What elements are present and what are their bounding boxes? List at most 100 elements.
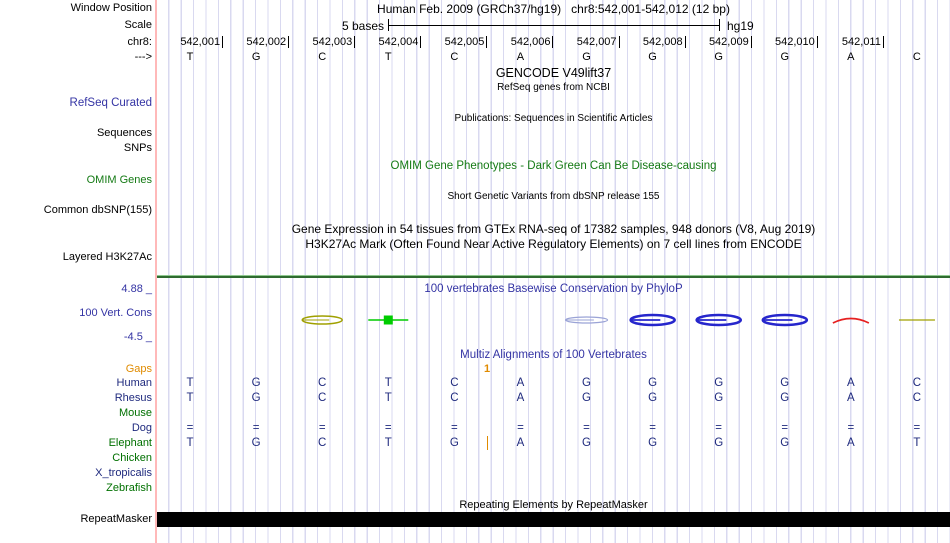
ruler-tick-mark [816, 36, 818, 48]
base-cell: G [780, 377, 790, 389]
repeatmasker-track-title[interactable]: Repeating Elements by RepeatMasker [459, 499, 648, 511]
ruler-tick-mark [420, 36, 422, 48]
base-cell: G [648, 392, 658, 404]
base-cell: G [780, 437, 790, 449]
strand-arrow-label: ---> [134, 51, 152, 63]
snps-label[interactable]: SNPs [123, 142, 152, 154]
base-cell: A [516, 377, 525, 389]
ruler-coordinate: 542,010 [752, 36, 818, 48]
base-cell: G [714, 51, 723, 63]
omim-track-title[interactable]: OMIM Gene Phenotypes - Dark Green Can Be… [390, 160, 717, 172]
base-cell: T [186, 377, 194, 389]
ruler-tick-mark [354, 36, 356, 48]
conservation-max-value: 4.88 _ [121, 283, 152, 295]
base-cell: = [583, 422, 590, 434]
multiz-row-label-elephant[interactable]: Elephant [108, 437, 152, 449]
ruler-coordinate: 542,011 [818, 36, 884, 48]
base-cell: T [186, 51, 194, 63]
window-position-label: Window Position [70, 2, 152, 14]
omim-genes-label[interactable]: OMIM Genes [86, 174, 152, 186]
track-divider-line [157, 275, 950, 278]
phylop-track-title[interactable]: 100 vertebrates Basewise Conservation by… [424, 283, 683, 295]
base-cell: A [846, 437, 855, 449]
ruler-tick-mark [288, 36, 290, 48]
multiz-row-dog: Dog = = = = = = = = = = = = [0, 422, 950, 436]
base-cell: = [715, 422, 723, 434]
base-cell: = [847, 422, 855, 434]
ruler-tick-mark [684, 36, 686, 48]
base-cell: = [318, 422, 326, 434]
publications-track-title[interactable]: Publications: Sequences in Scientific Ar… [454, 113, 653, 124]
base-cell: T [384, 437, 392, 449]
base-cell: G [582, 437, 591, 449]
dbsnp-label[interactable]: Common dbSNP(155) [43, 204, 152, 216]
multiz-row-elephant: Elephant T G C T G A G G G G A T [0, 437, 950, 451]
base-cell: G [251, 377, 261, 389]
base-cell: G [780, 51, 790, 63]
base-cell: = [384, 422, 392, 434]
multiz-row-label-mouse[interactable]: Mouse [118, 407, 152, 419]
ruler-coordinate: 542,002 [223, 36, 290, 48]
base-cell: G [648, 51, 657, 63]
base-cell: T [384, 392, 392, 404]
assembly-tag: hg19 [727, 19, 754, 33]
multiz-track-title[interactable]: Multiz Alignments of 100 Vertebrates [460, 349, 647, 361]
base-cell: G [714, 377, 724, 389]
base-cell: T [913, 437, 921, 449]
ruler-coordinate: 542,006 [487, 36, 554, 48]
conservation-track-label[interactable]: 100 Vert. Cons [79, 307, 152, 319]
refseq-curated-label[interactable]: RefSeq Curated [69, 97, 152, 109]
multiz-row-label-zebrafish[interactable]: Zebrafish [106, 482, 152, 494]
base-cell: G [648, 377, 658, 389]
base-cell: G [714, 392, 724, 404]
scale-label: Scale [124, 19, 152, 31]
base-cell: = [781, 422, 789, 434]
scale-bases-text: 5 bases [341, 19, 384, 33]
multiz-row-label-gaps[interactable]: Gaps [125, 363, 152, 375]
multiz-row-gaps: Gaps [0, 363, 950, 377]
sequences-label[interactable]: Sequences [96, 127, 152, 139]
multiz-row-label-rhesus[interactable]: Rhesus [114, 392, 152, 404]
base-cell: C [912, 392, 922, 404]
refseq-subtitle[interactable]: RefSeq genes from NCBI [497, 82, 610, 93]
base-cell: = [186, 422, 194, 434]
multiz-insert-marker [486, 436, 489, 450]
base-cell: G [251, 51, 261, 63]
base-cell: G [251, 437, 261, 449]
multiz-row-zebrafish: Zebrafish [0, 482, 950, 496]
multiz-alignment-block: 1 Gaps Human T G C T C A G G G G A C Rhesus T G C T C A G G G G A… [0, 362, 950, 502]
multiz-row-label-human[interactable]: Human [116, 377, 152, 389]
base-cell: C [318, 51, 327, 63]
base-cell: = [252, 422, 260, 434]
multiz-row-x_tropicalis: X_tropicalis [0, 467, 950, 481]
ruler-coordinate: 542,005 [421, 36, 488, 48]
base-cell: G [780, 392, 790, 404]
base-cell: G [582, 51, 591, 63]
base-cell: T [186, 437, 194, 449]
multiz-row-label-chicken[interactable]: Chicken [112, 452, 152, 464]
base-cell: A [847, 51, 855, 63]
multiz-row-label-x_tropicalis[interactable]: X_tropicalis [95, 467, 152, 479]
dbsnp-track-title[interactable]: Short Genetic Variants from dbSNP releas… [447, 191, 660, 202]
gencode-track-title[interactable]: GENCODE V49lift37 [495, 66, 612, 80]
gtex-track-title[interactable]: Gene Expression in 54 tissues from GTEx … [291, 222, 816, 236]
h3k27ac-track-title[interactable]: H3K27Ac Mark (Often Found Near Active Re… [305, 237, 802, 251]
base-cell: C [318, 392, 327, 404]
h3k27ac-label[interactable]: Layered H3K27Ac [62, 251, 152, 263]
repeatmasker-element-bar[interactable] [157, 512, 950, 527]
base-cell: G [582, 392, 591, 404]
base-cell: G [714, 437, 724, 449]
chrom-label: chr8: [127, 36, 152, 48]
multiz-row-label-dog[interactable]: Dog [131, 422, 152, 434]
repeatmasker-label[interactable]: RepeatMasker [80, 513, 152, 525]
base-cell: T [384, 51, 392, 63]
multiz-row-chicken: Chicken [0, 452, 950, 466]
base-cell: A [516, 437, 525, 449]
base-cell: = [517, 422, 524, 434]
ruler-tick-mark [750, 36, 752, 48]
conservation-glyphs[interactable] [157, 309, 950, 331]
base-cell: = [450, 422, 458, 434]
